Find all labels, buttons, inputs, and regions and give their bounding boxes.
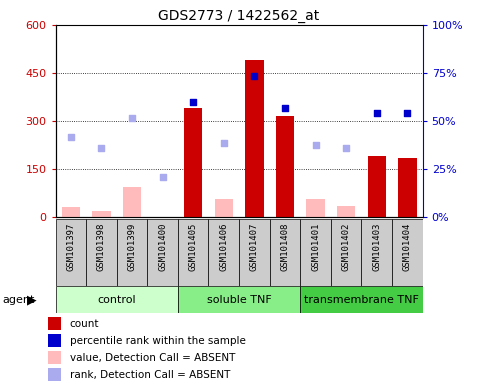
Point	[189, 99, 197, 105]
Bar	[209, 219, 239, 286]
Text: GSM101397: GSM101397	[66, 222, 75, 271]
Bar	[178, 286, 300, 313]
Text: GSM101405: GSM101405	[189, 222, 198, 271]
Text: GSM101402: GSM101402	[341, 222, 351, 271]
Text: ▶: ▶	[27, 294, 36, 307]
Text: transmembrane TNF: transmembrane TNF	[304, 295, 419, 305]
Bar	[86, 219, 117, 286]
Bar	[361, 219, 392, 286]
Text: value, Detection Call = ABSENT: value, Detection Call = ABSENT	[70, 353, 235, 362]
Bar	[117, 219, 147, 286]
Bar	[300, 286, 423, 313]
Point	[67, 134, 75, 140]
Text: GSM101404: GSM101404	[403, 222, 412, 271]
Point	[312, 142, 319, 148]
Text: GSM101403: GSM101403	[372, 222, 381, 271]
Bar	[62, 207, 80, 217]
Bar	[270, 219, 300, 286]
Bar	[56, 219, 86, 286]
Point	[251, 73, 258, 79]
Text: GSM101407: GSM101407	[250, 222, 259, 271]
Text: control: control	[98, 295, 136, 305]
Bar	[300, 219, 331, 286]
Text: GSM101398: GSM101398	[97, 222, 106, 271]
Text: agent: agent	[2, 295, 35, 305]
Bar	[337, 206, 355, 217]
Bar	[56, 286, 178, 313]
Text: count: count	[70, 318, 99, 329]
Bar	[184, 108, 202, 217]
Point	[159, 174, 167, 180]
Bar	[398, 158, 416, 217]
Bar	[368, 156, 386, 217]
Bar	[239, 219, 270, 286]
Text: percentile rank within the sample: percentile rank within the sample	[70, 336, 245, 346]
Bar	[48, 351, 61, 364]
Point	[281, 105, 289, 111]
Bar	[48, 334, 61, 347]
Bar	[306, 199, 325, 217]
Bar	[147, 219, 178, 286]
Text: GSM101401: GSM101401	[311, 222, 320, 271]
Text: GSM101406: GSM101406	[219, 222, 228, 271]
Bar	[245, 60, 264, 217]
Point	[373, 110, 381, 116]
Point	[220, 140, 227, 146]
Bar	[276, 116, 294, 217]
Text: GSM101400: GSM101400	[158, 222, 167, 271]
Bar	[92, 211, 111, 217]
Bar	[48, 368, 61, 381]
Text: GSM101399: GSM101399	[128, 222, 137, 271]
Bar	[178, 219, 209, 286]
Point	[98, 145, 105, 151]
Point	[128, 115, 136, 121]
Bar	[48, 317, 61, 330]
Bar	[331, 219, 361, 286]
Text: soluble TNF: soluble TNF	[207, 295, 271, 305]
Text: rank, Detection Call = ABSENT: rank, Detection Call = ABSENT	[70, 369, 230, 380]
Point	[403, 110, 411, 116]
Text: GSM101408: GSM101408	[281, 222, 289, 271]
Point	[342, 145, 350, 151]
Title: GDS2773 / 1422562_at: GDS2773 / 1422562_at	[158, 8, 320, 23]
Bar	[123, 187, 141, 217]
Bar	[214, 199, 233, 217]
Bar	[392, 219, 423, 286]
